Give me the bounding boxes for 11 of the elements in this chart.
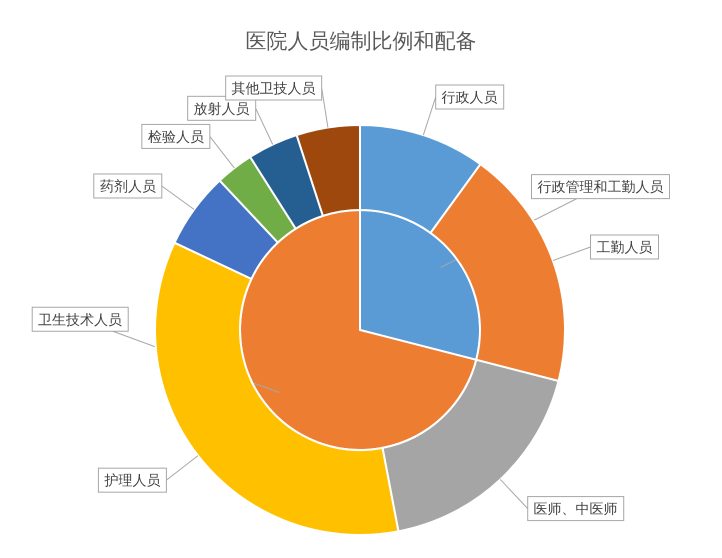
slice-label: 放射人员 [194, 101, 250, 118]
slice-label: 工勤人员 [596, 240, 653, 256]
slice-label: 检验人员 [148, 129, 204, 146]
slice-label: 行政人员 [442, 90, 498, 106]
slice-label: 其他卫技人员 [232, 81, 316, 98]
slice-label: 行政管理和工勤人员 [538, 180, 664, 196]
chart-title: 医院人员编制比例和配备 [246, 29, 476, 53]
slice-label: 护理人员 [103, 473, 160, 490]
slice-label: 药剂人员 [100, 178, 156, 195]
slice-label: 卫生技术人员 [38, 312, 122, 328]
slice-label: 医师、中医师 [534, 502, 618, 518]
